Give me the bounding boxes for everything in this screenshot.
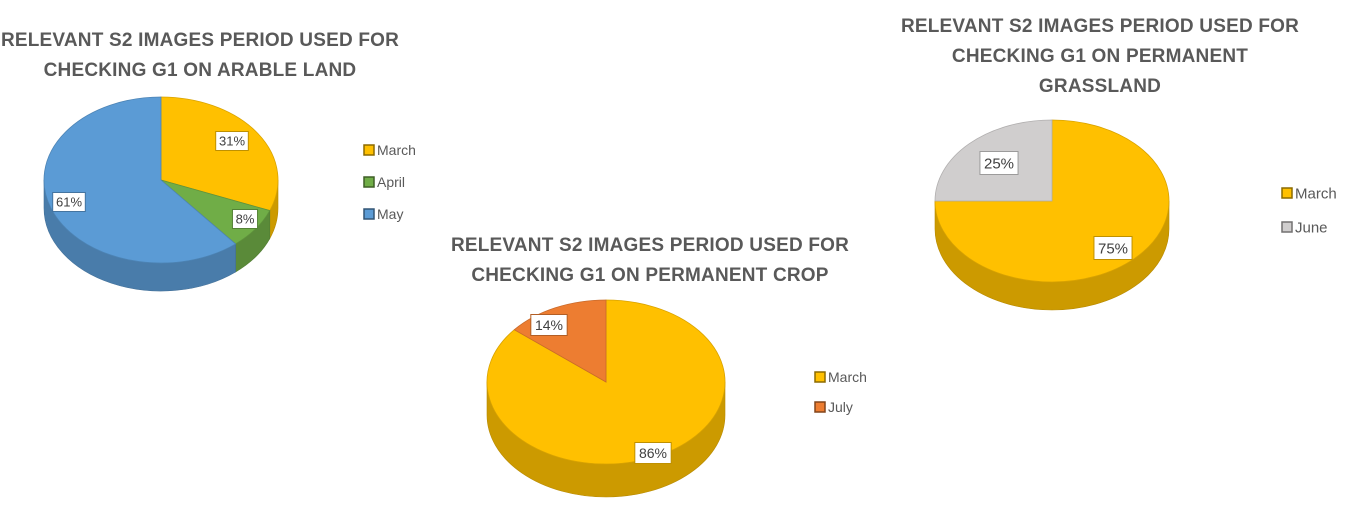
pie-3-legend: March June (1281, 185, 1337, 236)
chart-2-title-line-2: CHECKING G1 ON PERMANENT CROP (471, 265, 829, 286)
legend-swatch (1281, 187, 1293, 199)
chart-2-title: RELEVANT S2 IMAGES PERIOD USED FOR CHECK… (440, 231, 860, 291)
legend-label: July (828, 399, 853, 415)
pie-1-data-label-march: 31% (215, 131, 249, 151)
pie-3-data-label-march: 75% (1093, 236, 1133, 260)
legend-label: March (1295, 185, 1337, 202)
legend-item-may: May (363, 206, 403, 222)
pie-1-data-label-april: 8% (231, 209, 259, 229)
data-label-text: 8% (236, 212, 255, 227)
chart-3-title-line-1: RELEVANT S2 IMAGES PERIOD USED FOR (900, 16, 1300, 37)
pie-3-data-label-june: 25% (979, 151, 1019, 175)
legend-item-march: March (1281, 185, 1337, 202)
data-label-text: 86% (639, 445, 667, 461)
data-label-text: 25% (984, 155, 1014, 172)
pie-2-legend: March July (814, 369, 867, 415)
pie-1-slice-march (160, 96, 279, 212)
pie-chart-1: 31% 8% 61% March April May (43, 96, 416, 292)
legend-label: June (1295, 219, 1328, 236)
pie-1-legend: March April May (363, 142, 416, 222)
data-label-box (634, 442, 672, 464)
data-label-text: 61% (56, 195, 82, 210)
pie-chart-2: 86% 14% March July (486, 299, 867, 498)
pie-2-data-label-march: 86% (634, 442, 672, 464)
legend-swatch (363, 176, 375, 188)
chart-1-title-line-1: RELEVANT S2 IMAGES PERIOD USED FOR (0, 30, 400, 51)
data-label-box (215, 131, 249, 151)
legend-item-july: July (814, 399, 853, 415)
data-label-box (530, 314, 568, 336)
chart-1-title-line-2: CHECKING G1 ON ARABLE LAND (43, 60, 357, 81)
legend-label: May (377, 206, 403, 222)
data-label-box (979, 151, 1019, 175)
data-label-box (231, 209, 259, 229)
chart-1-title: RELEVANT S2 IMAGES PERIOD USED FOR CHECK… (0, 26, 400, 86)
legend-swatch (814, 371, 826, 383)
legend-item-april: April (363, 174, 405, 190)
data-label-box (52, 192, 86, 212)
legend-swatch (814, 401, 826, 413)
pie-1-slice-may (43, 96, 237, 264)
data-label-text: 75% (1098, 240, 1128, 257)
pie-chart-3: 75% 25% March June (934, 119, 1337, 311)
legend-item-march: March (814, 369, 867, 385)
pie-2-data-label-july: 14% (530, 314, 568, 336)
legend-swatch (1281, 221, 1293, 233)
data-label-text: 14% (535, 317, 563, 333)
chart-2-title-line-1: RELEVANT S2 IMAGES PERIOD USED FOR (450, 235, 850, 256)
legend-swatch (363, 144, 375, 156)
legend-label: March (828, 369, 867, 385)
chart-3-title-line-3: GRASSLAND (1038, 76, 1162, 97)
chart-3-title-line-2: CHECKING G1 ON PERMANENT (951, 46, 1249, 67)
pie-1-data-label-may: 61% (52, 192, 86, 212)
legend-label: March (377, 142, 416, 158)
legend-item-june: June (1281, 219, 1328, 236)
data-label-text: 31% (219, 134, 245, 149)
chart-3-title: RELEVANT S2 IMAGES PERIOD USED FOR CHECK… (880, 12, 1320, 102)
legend-swatch (363, 208, 375, 220)
legend-item-march: March (363, 142, 416, 158)
data-label-box (1093, 236, 1133, 260)
legend-label: April (377, 174, 405, 190)
